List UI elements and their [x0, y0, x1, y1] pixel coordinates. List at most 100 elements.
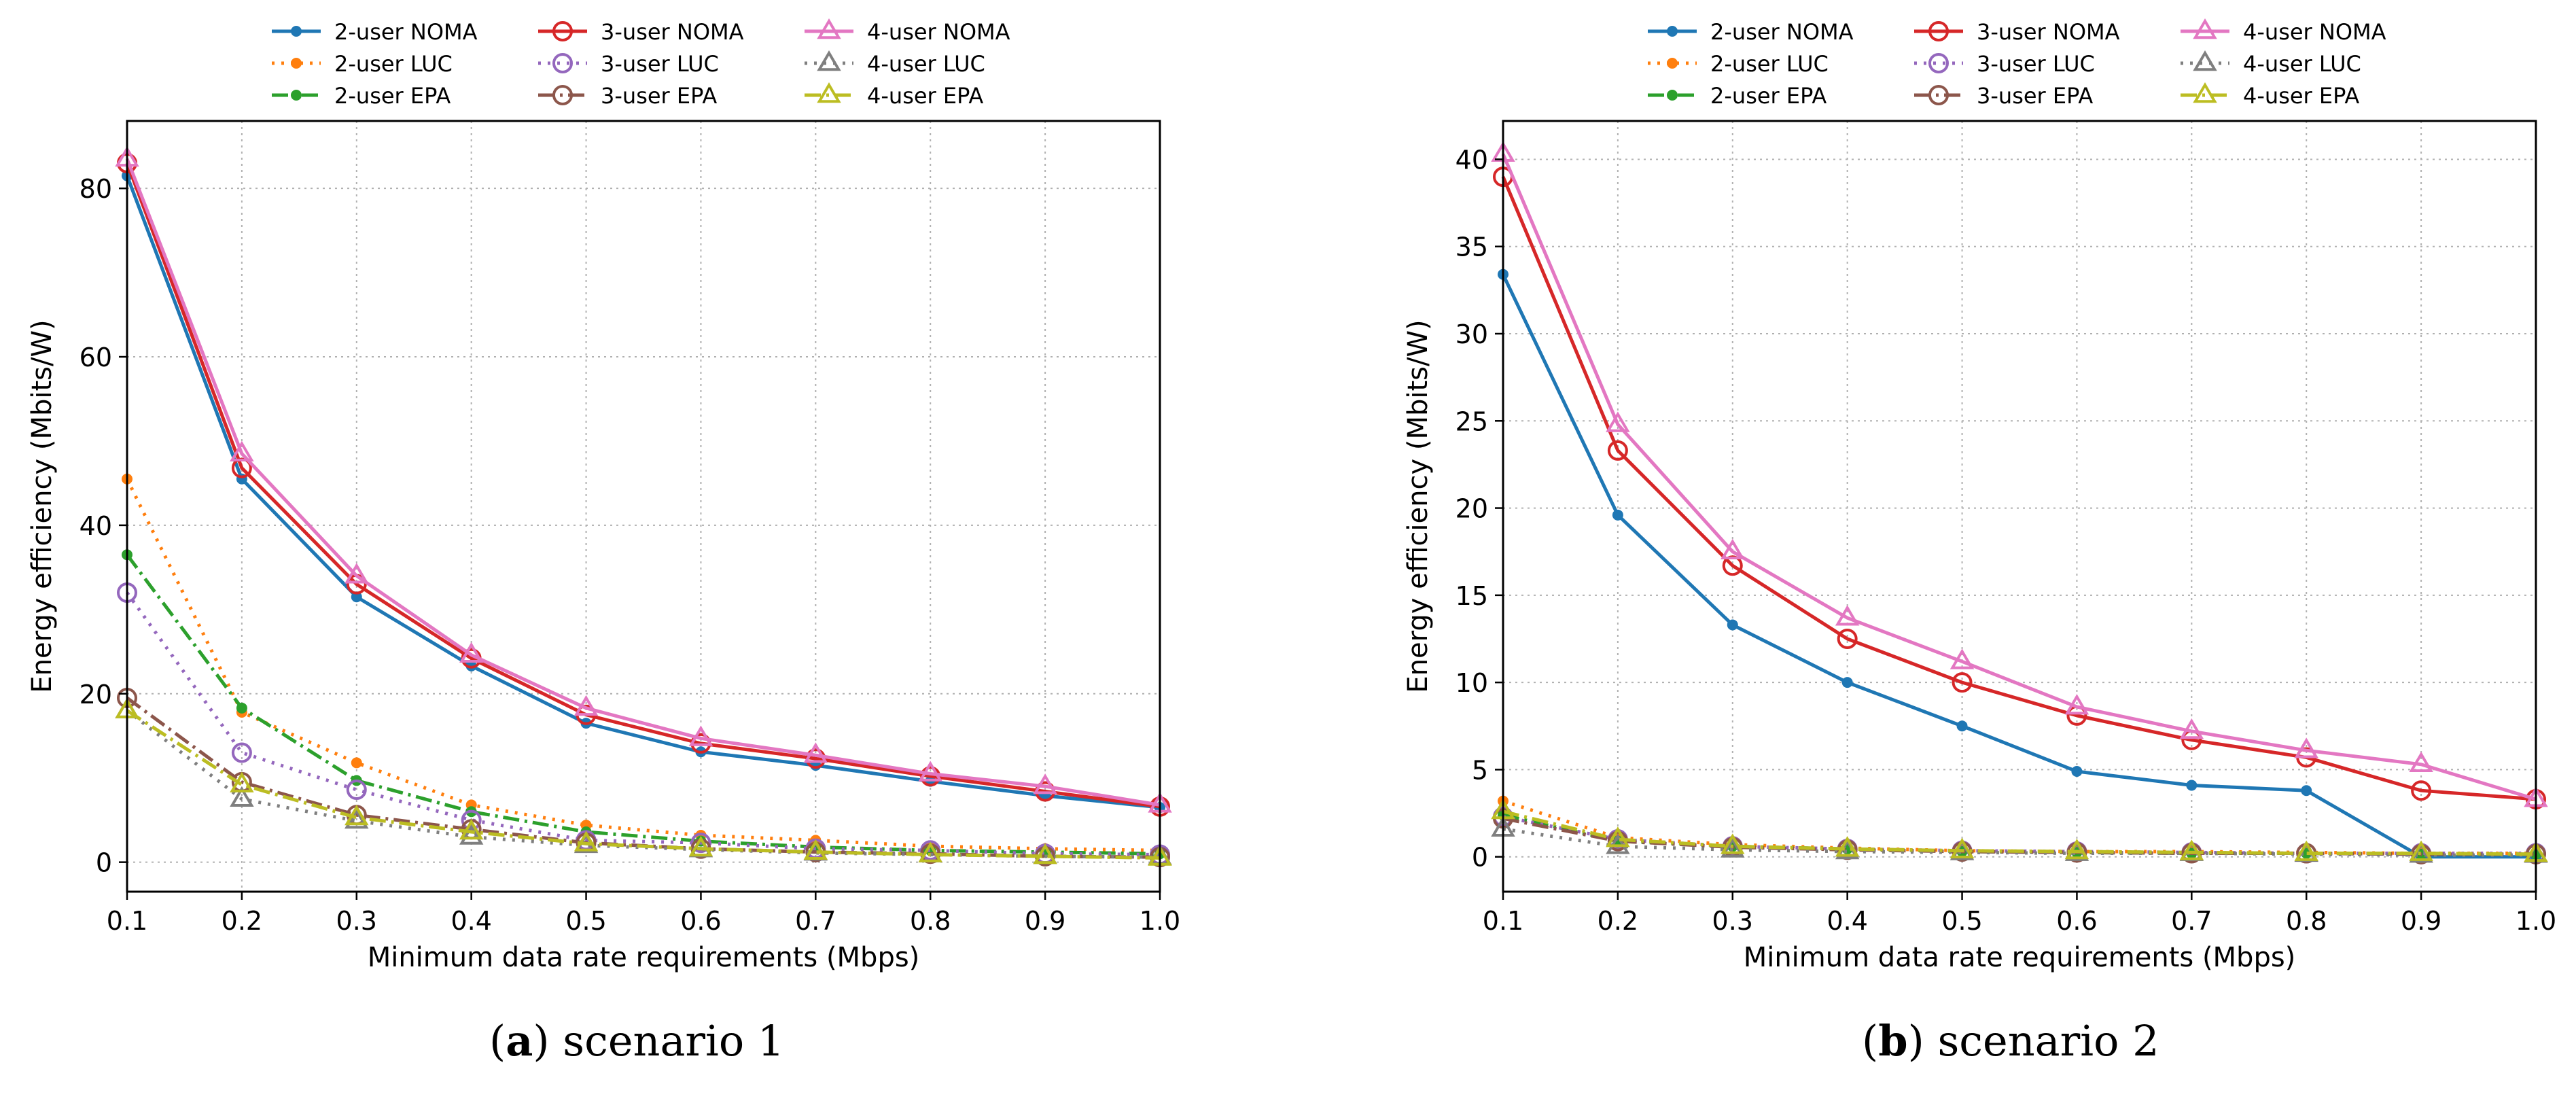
x-axis-label: Minimum data rate requirements (Mbps): [1744, 942, 2296, 973]
x-tick-label: 0.1: [107, 906, 147, 936]
y-tick-label: 20: [80, 680, 112, 710]
y-tick-label: 80: [80, 174, 112, 204]
legend-marker: [1667, 26, 1678, 37]
data-point: [345, 804, 369, 826]
chart-panel-scenario-1: 0.1 0.2 0.3 0.4 0.5 0.6 0.7 0.8 0.9 1.0 0 20 40 60 80 M…: [27, 18, 1180, 973]
y-tick-label: 35: [1455, 232, 1488, 262]
caption-a-label: a: [506, 1016, 533, 1066]
data-point: [1721, 538, 1745, 560]
data-point: [236, 702, 247, 714]
legend-item: 2-user LUC: [272, 51, 453, 77]
plot-frame: [1502, 120, 2537, 893]
data-point: [2186, 780, 2198, 791]
legend-marker: [1667, 90, 1678, 101]
data-point: [803, 839, 828, 860]
data-point: [574, 695, 599, 716]
x-tick-label: 0.5: [565, 906, 606, 936]
legend-item: 3-user LUC: [538, 51, 719, 77]
data-point: [345, 563, 369, 584]
data-point: [459, 819, 484, 840]
legend-item: 3-user NOMA: [538, 19, 744, 45]
data-point: [1721, 833, 1745, 854]
series-line-2-user-epa: [125, 553, 1161, 856]
legend-item: 3-user NOMA: [1914, 19, 2120, 45]
legend-marker: [552, 53, 573, 73]
legend-label: 2-user EPA: [1710, 83, 1827, 109]
data-point: [2064, 839, 2089, 860]
series-group: [115, 145, 1172, 868]
y-tick-label: 5: [1472, 755, 1488, 785]
y-tick-label: 20: [1455, 494, 1488, 524]
data-point: [2179, 718, 2204, 739]
legend-item: 4-user LUC: [805, 50, 985, 77]
x-tick-label: 0.3: [1712, 906, 1753, 936]
data-point: [918, 841, 942, 862]
legend-label: 4-user LUC: [867, 51, 985, 77]
data-point: [2071, 765, 2083, 777]
caption-b: (b) scenario 2: [1862, 1016, 2159, 1066]
x-tick-label: 0.8: [910, 906, 951, 936]
legend-item: 2-user LUC: [1648, 51, 1829, 77]
x-tick-label: 0.4: [451, 906, 491, 936]
legend-item: 4-user EPA: [2181, 82, 2359, 109]
data-point: [230, 786, 254, 807]
series-line-2-user-noma: [1501, 273, 2536, 859]
legend-label: 4-user EPA: [2243, 83, 2359, 109]
legend-label: 4-user NOMA: [867, 19, 1010, 45]
data-point: [690, 833, 711, 854]
y-tick-label: 40: [1455, 145, 1488, 175]
series-line-3-user-noma: [125, 162, 1161, 809]
legend-item: 3-user EPA: [1914, 83, 2093, 109]
data-point: [230, 771, 254, 792]
y-axis-label: Energy efficiency (Mbits/W): [27, 319, 58, 693]
caption-a: (a) scenario 1: [489, 1016, 785, 1066]
data-point: [2301, 785, 2312, 797]
chart-panel-scenario-2: 0.1 0.2 0.3 0.4 0.5 0.6 0.7 0.8 0.9 1.0 0 5 10 15 20 25…: [1402, 18, 2556, 973]
data-point: [231, 742, 252, 763]
x-tick-label: 0.6: [680, 906, 721, 936]
data-point: [1835, 605, 1860, 626]
legend-label: 3-user EPA: [1977, 83, 2093, 109]
legend-marker: [1928, 85, 1949, 105]
y-tick-label: 60: [80, 343, 112, 372]
legend-marker: [817, 82, 841, 103]
caption-b-text: scenario 2: [1937, 1016, 2159, 1066]
legend-item: 3-user LUC: [1914, 51, 2095, 77]
legend: 2-user NOMA 2-user LUC 2-user EPA 3-user NO…: [272, 18, 1010, 109]
data-point: [1033, 843, 1057, 864]
data-point: [2409, 840, 2433, 861]
y-tick-label: 40: [80, 511, 112, 541]
legend-label: 2-user LUC: [334, 51, 453, 77]
x-tick-label: 1.0: [2516, 906, 2556, 936]
data-point: [2411, 780, 2432, 801]
legend-marker: [291, 90, 302, 101]
legend-label: 3-user NOMA: [601, 19, 744, 45]
y-tick-label: 0: [1472, 843, 1488, 873]
data-point: [1612, 509, 1623, 521]
x-tick-label: 0.3: [336, 906, 377, 936]
legend-item: 4-user NOMA: [2181, 18, 2386, 45]
legend-item: 2-user NOMA: [1648, 19, 1854, 45]
y-tick-label: 30: [1455, 319, 1488, 349]
data-point: [1606, 826, 1630, 847]
legend-item: 2-user NOMA: [272, 19, 478, 45]
series-group: [1491, 141, 2548, 864]
series-line-4-user-luc: [1502, 827, 2536, 857]
data-point: [1727, 619, 1738, 631]
legend-label: 3-user LUC: [1977, 51, 2095, 77]
legend-item: 4-user NOMA: [805, 18, 1010, 45]
x-tick-label: 0.5: [1941, 906, 1982, 936]
legend-item: 2-user EPA: [1648, 83, 1827, 109]
legend-label: 3-user EPA: [601, 83, 717, 109]
legend-label: 2-user LUC: [1710, 51, 1829, 77]
data-point: [1841, 677, 1853, 688]
legend: 2-user NOMA 2-user LUC 2-user EPA 3-user NO…: [1648, 18, 2386, 109]
series-line-4-user-noma: [1501, 153, 2537, 801]
data-point: [459, 642, 484, 663]
data-point: [688, 835, 713, 857]
x-axis-label: Minimum data rate requirements (Mbps): [368, 942, 920, 973]
data-point: [230, 440, 254, 461]
data-point: [688, 725, 713, 746]
series-line-4-user-epa: [1502, 809, 2537, 856]
